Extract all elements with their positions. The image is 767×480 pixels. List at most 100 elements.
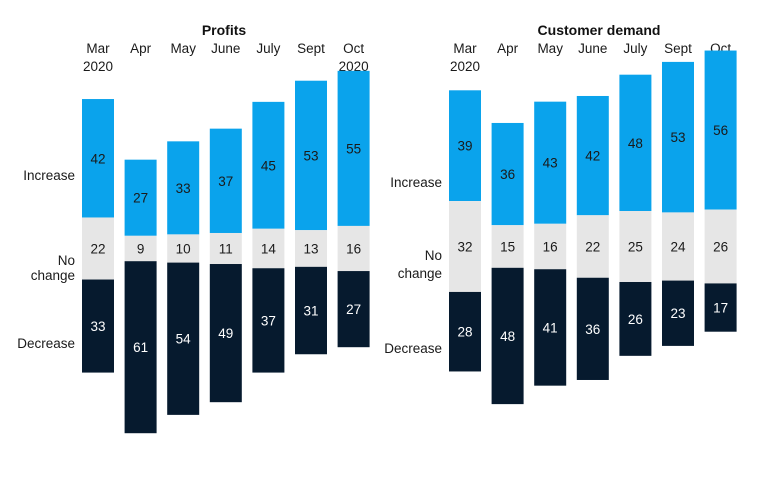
customer-demand-bar-increase-july xyxy=(619,74,652,212)
profits-category-label-may: May xyxy=(170,41,196,56)
customer-demand-value-label-decrease-sept: 23 xyxy=(670,306,685,321)
profits-row-label-no-change: No xyxy=(58,253,75,268)
profits-category-label-oct-2020: 2020 xyxy=(339,59,369,74)
customer-demand-category-label-apr: Apr xyxy=(497,41,519,56)
customer-demand-bar-decrease-mar-2020 xyxy=(449,291,481,372)
profits-bar-no-change-sept xyxy=(295,230,327,267)
customer-demand-bar-decrease-june xyxy=(576,277,609,380)
profits-row-label-no-change: change xyxy=(31,268,75,283)
customer-demand-bar-no-change-apr xyxy=(491,225,524,268)
profits-category-label-july: July xyxy=(256,41,280,56)
customer-demand-value-label-no-change-june: 22 xyxy=(585,240,600,255)
customer-demand-category-label-sept: Sept xyxy=(664,41,692,56)
customer-demand-panel: Customer demand Increase No change Decrease M… xyxy=(384,22,737,405)
profits-row-label-increase: Increase xyxy=(23,168,75,183)
customer-demand-row-label-decrease: Decrease xyxy=(384,341,442,356)
customer-demand-bar-no-change-july xyxy=(619,211,652,282)
customer-demand-bar-no-change-mar-2020 xyxy=(449,201,481,292)
customer-demand-category-label-july: July xyxy=(623,41,647,56)
customer-demand-value-label-decrease-june: 36 xyxy=(585,322,600,337)
customer-demand-category-label-mar-2020: Mar xyxy=(453,41,477,56)
profits-value-label-decrease-sept: 31 xyxy=(303,304,318,319)
profits-value-label-increase-may: 33 xyxy=(176,181,191,196)
profits-bar-increase-oct-2020 xyxy=(337,70,370,226)
profits-value-label-decrease-mar-2020: 33 xyxy=(90,319,105,334)
profits-bar-increase-mar-2020 xyxy=(82,99,114,218)
profits-value-label-increase-oct-2020: 55 xyxy=(346,141,361,156)
profits-value-label-decrease-oct-2020: 27 xyxy=(346,302,361,317)
customer-demand-value-label-decrease-may: 41 xyxy=(543,320,558,335)
customer-demand-bar-decrease-oct-2020 xyxy=(704,283,737,332)
profits-value-label-no-change-may: 10 xyxy=(176,242,191,257)
profits-row-label-decrease: Decrease xyxy=(17,336,75,351)
customer-demand-bar-decrease-july xyxy=(619,282,652,356)
customer-demand-bar-increase-sept xyxy=(662,61,694,213)
customer-demand-value-label-no-change-july: 25 xyxy=(628,240,643,255)
profits-category-label-mar-2020: Mar xyxy=(86,41,110,56)
customer-demand-title: Customer demand xyxy=(538,22,661,38)
profits-bar-increase-apr xyxy=(124,159,157,236)
profits-value-label-no-change-apr: 9 xyxy=(137,242,145,257)
profits-bar-decrease-apr xyxy=(124,261,157,434)
customer-demand-category-label-may: May xyxy=(537,41,563,56)
customer-demand-row-label-no-change: No xyxy=(425,248,442,263)
customer-demand-row-label-increase: Increase xyxy=(390,175,442,190)
profits-value-label-no-change-mar-2020: 22 xyxy=(90,242,105,257)
profits-value-label-decrease-apr: 61 xyxy=(133,340,148,355)
profits-bar-decrease-july xyxy=(252,268,285,373)
profits-bar-increase-may xyxy=(167,141,200,235)
customer-demand-value-label-increase-mar-2020: 39 xyxy=(457,139,472,154)
customer-demand-bar-decrease-may xyxy=(534,269,567,386)
profits-value-label-increase-june: 37 xyxy=(218,174,233,189)
customer-demand-value-label-no-change-oct-2020: 26 xyxy=(713,240,728,255)
profits-value-label-no-change-june: 11 xyxy=(219,242,233,257)
customer-demand-row-label-no-change: change xyxy=(398,266,442,281)
profits-bar-increase-july xyxy=(252,101,285,229)
customer-demand-value-label-no-change-mar-2020: 32 xyxy=(457,240,472,255)
customer-demand-value-label-increase-oct-2020: 56 xyxy=(713,123,728,138)
profits-bar-no-change-apr xyxy=(124,235,157,262)
profits-bar-decrease-sept xyxy=(295,266,327,355)
profits-category-label-apr: Apr xyxy=(130,41,152,56)
profits-value-label-decrease-july: 37 xyxy=(261,313,276,328)
profits-bar-decrease-june xyxy=(209,264,242,403)
profits-category-label-oct-2020: Oct xyxy=(343,41,364,56)
profits-bar-no-change-june xyxy=(209,232,242,265)
profits-value-label-no-change-july: 14 xyxy=(261,242,277,257)
customer-demand-bar-increase-oct-2020 xyxy=(704,50,737,210)
customer-demand-bar-no-change-may xyxy=(534,223,567,270)
customer-demand-bar-decrease-apr xyxy=(491,267,524,405)
customer-demand-value-label-decrease-oct-2020: 17 xyxy=(713,301,728,316)
customer-demand-bar-increase-apr xyxy=(491,122,524,226)
profits-bar-increase-june xyxy=(209,128,242,233)
profits-value-label-decrease-may: 54 xyxy=(176,332,192,347)
customer-demand-bar-no-change-oct-2020 xyxy=(704,209,737,284)
profits-bar-decrease-may xyxy=(167,262,200,415)
customer-demand-bar-increase-mar-2020 xyxy=(449,90,481,202)
profits-bar-no-change-may xyxy=(167,234,200,263)
customer-demand-bar-decrease-sept xyxy=(662,280,694,346)
customer-demand-value-label-no-change-apr: 15 xyxy=(500,240,515,255)
customer-demand-value-label-increase-sept: 53 xyxy=(670,130,685,145)
customer-demand-category-label-june: June xyxy=(578,41,607,56)
profits-category-label-june: June xyxy=(211,41,240,56)
customer-demand-value-label-increase-may: 43 xyxy=(543,156,558,171)
profits-bar-decrease-mar-2020 xyxy=(82,279,114,373)
customer-demand-value-label-no-change-sept: 24 xyxy=(670,240,686,255)
profits-bar-decrease-oct-2020 xyxy=(337,271,370,348)
customer-demand-bar-no-change-june xyxy=(576,215,609,278)
profits-value-label-increase-july: 45 xyxy=(261,158,276,173)
customer-demand-value-label-decrease-mar-2020: 28 xyxy=(457,325,472,340)
customer-demand-value-label-no-change-may: 16 xyxy=(543,240,558,255)
profits-bar-no-change-mar-2020 xyxy=(82,217,114,280)
customer-demand-value-label-increase-apr: 36 xyxy=(500,167,515,182)
customer-demand-bar-increase-june xyxy=(576,95,609,216)
profits-value-label-increase-apr: 27 xyxy=(133,191,148,206)
customer-demand-value-label-decrease-july: 26 xyxy=(628,312,643,327)
profits-category-label-sept: Sept xyxy=(297,41,325,56)
customer-demand-bar-increase-may xyxy=(534,101,567,224)
profits-value-label-increase-sept: 53 xyxy=(303,148,318,163)
profits-bar-no-change-july xyxy=(252,228,285,269)
